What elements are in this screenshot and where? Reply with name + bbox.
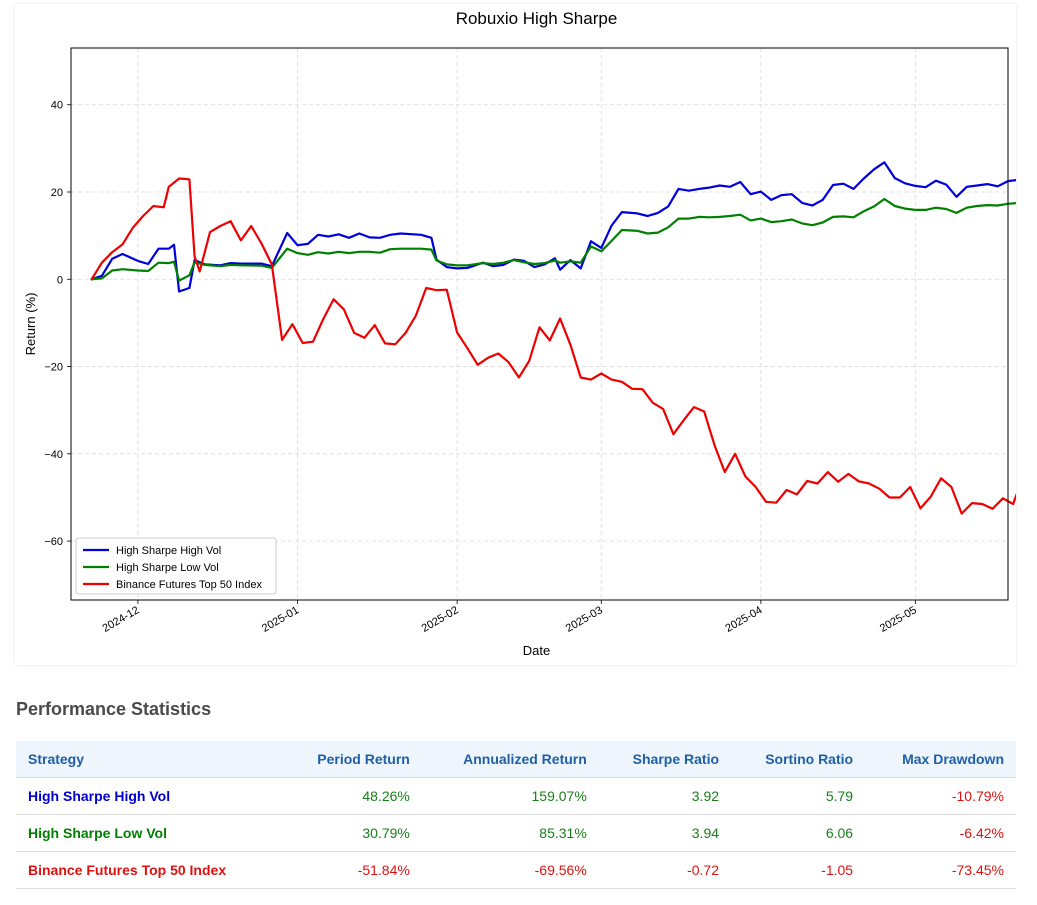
max-drawdown: -73.45% bbox=[865, 851, 1016, 889]
stats-header-row: Strategy Period Return Annualized Return… bbox=[16, 741, 1016, 778]
x-tick-label: 2024-12 bbox=[100, 604, 141, 635]
sharpe-ratio: 3.94 bbox=[598, 814, 732, 852]
returns-chart: −60 −40 −20 0 20 40 2024-12 2025-01 2025-02 2025-… bbox=[23, 9, 1016, 658]
sharpe-ratio: -0.72 bbox=[598, 851, 732, 889]
col-sortino-ratio: Sortino Ratio bbox=[731, 741, 866, 778]
x-tick-label: 2025-05 bbox=[878, 604, 919, 635]
legend-box bbox=[75, 537, 277, 595]
y-tick-label: 20 bbox=[51, 187, 63, 199]
y-axis-label: Return (%) bbox=[23, 293, 38, 356]
x-tick-label: 2025-04 bbox=[723, 604, 764, 635]
period-return: 48.26% bbox=[282, 777, 422, 815]
series-line bbox=[90, 197, 1016, 282]
series-line bbox=[90, 161, 1016, 293]
y-tick-label: 0 bbox=[57, 274, 63, 286]
max-drawdown: -10.79% bbox=[865, 777, 1016, 815]
strategy-name: High Sharpe Low Vol bbox=[16, 814, 283, 852]
period-return: 30.79% bbox=[282, 814, 422, 852]
stats-table: Strategy Period Return Annualized Return… bbox=[16, 741, 1016, 889]
legend-label: High Sharpe High Vol bbox=[116, 545, 221, 557]
max-drawdown: -6.42% bbox=[865, 814, 1016, 852]
col-max-drawdown: Max Drawdown bbox=[865, 741, 1016, 778]
legend-label: Binance Futures Top 50 Index bbox=[116, 579, 262, 591]
sortino-ratio: 5.79 bbox=[731, 777, 866, 815]
legend-label: High Sharpe Low Vol bbox=[116, 562, 219, 574]
table-row: High Sharpe Low Vol 30.79% 85.31% 3.94 6… bbox=[16, 814, 1016, 852]
plot-area bbox=[71, 48, 1008, 600]
col-annualized-return: Annualized Return bbox=[421, 741, 599, 778]
stats-heading: Performance Statistics bbox=[16, 699, 212, 719]
annualized-return: -69.56% bbox=[421, 851, 599, 889]
strategy-name: Binance Futures Top 50 Index bbox=[16, 851, 283, 889]
col-strategy: Strategy bbox=[16, 741, 283, 778]
series-line bbox=[90, 177, 1016, 515]
x-tick-label: 2025-03 bbox=[564, 604, 605, 635]
x-tick-label: 2025-01 bbox=[260, 604, 301, 635]
table-row: Binance Futures Top 50 Index -51.84% -69… bbox=[16, 851, 1016, 889]
annualized-return: 85.31% bbox=[421, 814, 599, 852]
sharpe-ratio: 3.92 bbox=[598, 777, 732, 815]
col-sharpe-ratio: Sharpe Ratio bbox=[598, 741, 732, 778]
table-row: High Sharpe High Vol 48.26% 159.07% 3.92… bbox=[16, 777, 1016, 815]
y-tick-label: −20 bbox=[44, 362, 63, 374]
sortino-ratio: 6.06 bbox=[731, 814, 866, 852]
y-tick-label: −40 bbox=[44, 449, 63, 461]
strategy-name: High Sharpe High Vol bbox=[16, 777, 283, 815]
chart-title: Robuxio High Sharpe bbox=[456, 9, 618, 28]
col-period-return: Period Return bbox=[282, 741, 422, 778]
y-tick-label: 40 bbox=[51, 100, 63, 112]
x-tick-label: 2025-02 bbox=[420, 604, 461, 635]
period-return: -51.84% bbox=[282, 851, 422, 889]
annualized-return: 159.07% bbox=[421, 777, 599, 815]
chart-card: −60 −40 −20 0 20 40 2024-12 2025-01 2025-02 2025-… bbox=[15, 4, 1016, 665]
x-axis-label: Date bbox=[523, 643, 550, 658]
sortino-ratio: -1.05 bbox=[731, 851, 866, 889]
plot-frame bbox=[70, 47, 1009, 601]
y-tick-label: −60 bbox=[44, 536, 63, 548]
